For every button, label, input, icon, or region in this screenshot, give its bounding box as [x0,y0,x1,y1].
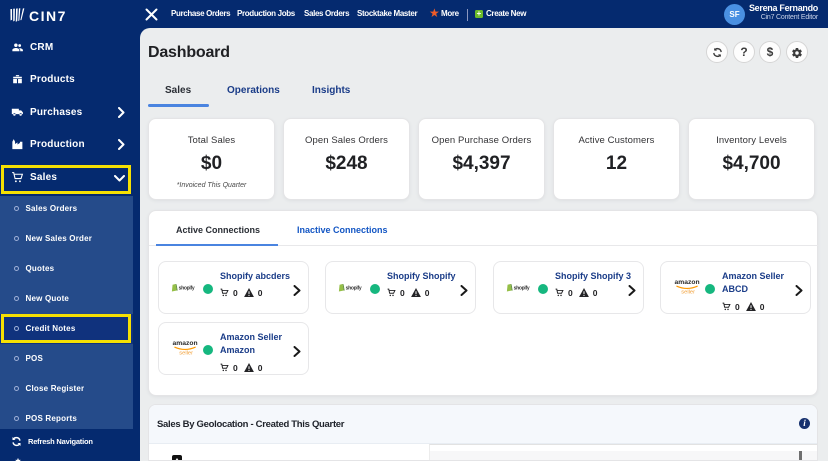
svg-text:amazon: amazon [675,279,700,286]
svg-text:seller: seller [681,290,695,296]
svg-text:shopify: shopify [514,286,530,292]
svg-text:shopify: shopify [346,286,362,292]
svg-text:seller: seller [179,351,193,357]
svg-text:amazon: amazon [173,340,198,347]
svg-text:shopify: shopify [179,286,195,292]
